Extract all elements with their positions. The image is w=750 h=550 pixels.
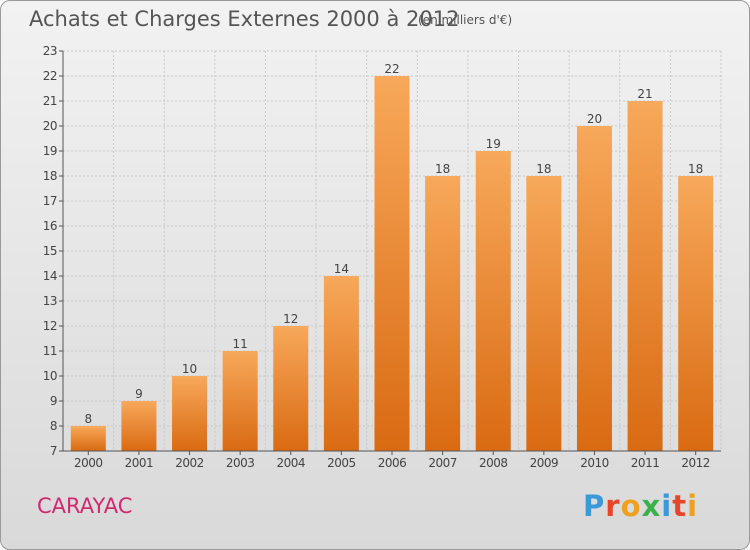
y-tick-label: 23 xyxy=(43,44,57,58)
bar-top-highlight xyxy=(425,176,461,178)
y-tick-label: 20 xyxy=(43,119,57,133)
bar xyxy=(70,426,106,451)
y-tick-label: 13 xyxy=(43,294,57,308)
x-tick-label: 2000 xyxy=(74,456,103,470)
y-tick-label: 14 xyxy=(43,269,57,283)
bar xyxy=(576,126,612,451)
bar-top-highlight xyxy=(678,176,714,178)
y-tick-label: 8 xyxy=(50,419,57,433)
y-tick-label: 7 xyxy=(50,444,57,458)
bar-top-highlight xyxy=(627,101,663,103)
data-label: 19 xyxy=(486,137,501,151)
y-tick-label: 12 xyxy=(43,319,57,333)
bar-top-highlight xyxy=(273,326,309,328)
bar-top-highlight xyxy=(121,401,157,403)
bars xyxy=(70,76,714,451)
bar xyxy=(425,176,461,451)
data-label: 11 xyxy=(233,337,248,351)
x-tick-label: 2004 xyxy=(276,456,305,470)
x-tick-label: 2001 xyxy=(125,456,154,470)
bar xyxy=(526,176,562,451)
y-tick-label: 11 xyxy=(43,344,57,358)
logo-letter: P xyxy=(583,489,606,523)
y-tick-label: 10 xyxy=(43,369,57,383)
bar xyxy=(222,351,258,451)
y-tick-label: 15 xyxy=(43,244,57,258)
bar-top-highlight xyxy=(222,351,258,353)
y-tick-label: 18 xyxy=(43,169,57,183)
logo-letter: i xyxy=(661,489,673,523)
data-label: 10 xyxy=(182,362,197,376)
x-tick-label: 2010 xyxy=(580,456,609,470)
x-tick-label: 2007 xyxy=(428,456,457,470)
bar xyxy=(475,151,511,451)
commune-name: CARAYAC xyxy=(37,494,133,518)
data-label: 12 xyxy=(283,312,298,326)
data-label: 18 xyxy=(536,162,551,176)
x-tick-label: 2008 xyxy=(479,456,508,470)
data-label: 22 xyxy=(384,62,399,76)
logo-letter: x xyxy=(641,489,662,523)
data-label: 14 xyxy=(334,262,349,276)
bar-top-highlight xyxy=(475,151,511,153)
chart-subtitle: (en milliers d'€) xyxy=(418,13,513,27)
x-tick-label: 2009 xyxy=(530,456,559,470)
data-label: 20 xyxy=(587,112,602,126)
x-tick-label: 2011 xyxy=(631,456,660,470)
y-tick-label: 21 xyxy=(43,94,57,108)
bar-top-highlight xyxy=(172,376,208,378)
y-tick-label: 22 xyxy=(43,69,57,83)
bar-top-highlight xyxy=(323,276,359,278)
data-label: 9 xyxy=(135,387,143,401)
axes: 7 8 9 10 11 12 13 14 15 16 17 18 19 20 21 22 23 2000 2001 2… xyxy=(43,44,721,470)
x-tick-label: 2003 xyxy=(226,456,255,470)
x-tick-label: 2002 xyxy=(175,456,204,470)
data-label: 18 xyxy=(435,162,450,176)
data-labels: 8 9 10 11 12 14 22 18 19 18 20 21 18 xyxy=(84,62,703,426)
chart-title: Achats et Charges Externes 2000 à 2012 xyxy=(29,7,460,31)
logo-letter: t xyxy=(672,489,688,523)
bar xyxy=(678,176,714,451)
data-label: 21 xyxy=(637,87,652,101)
logo-letter: o xyxy=(620,489,642,523)
x-tick-label: 2012 xyxy=(681,456,710,470)
x-tick-label: 2006 xyxy=(378,456,407,470)
logo-letter: r xyxy=(605,489,621,523)
bar-top-highlight xyxy=(576,126,612,128)
proxiti-logo: Proxiti xyxy=(583,489,698,523)
bar xyxy=(323,276,359,451)
bar xyxy=(273,326,309,451)
bar xyxy=(172,376,208,451)
y-tick-label: 19 xyxy=(43,144,57,158)
y-tick-label: 17 xyxy=(43,194,57,208)
bar xyxy=(374,76,410,451)
bar xyxy=(121,401,157,451)
y-tick-label: 9 xyxy=(50,394,57,408)
logo-letter: i xyxy=(687,489,699,523)
bar-top-highlight xyxy=(374,76,410,78)
y-tick-label: 16 xyxy=(43,219,57,233)
x-tick-label: 2005 xyxy=(327,456,356,470)
bar-top-highlight xyxy=(526,176,562,178)
data-label: 8 xyxy=(84,412,92,426)
bar xyxy=(627,101,663,451)
bar-top-highlight xyxy=(70,426,106,428)
data-label: 18 xyxy=(688,162,703,176)
